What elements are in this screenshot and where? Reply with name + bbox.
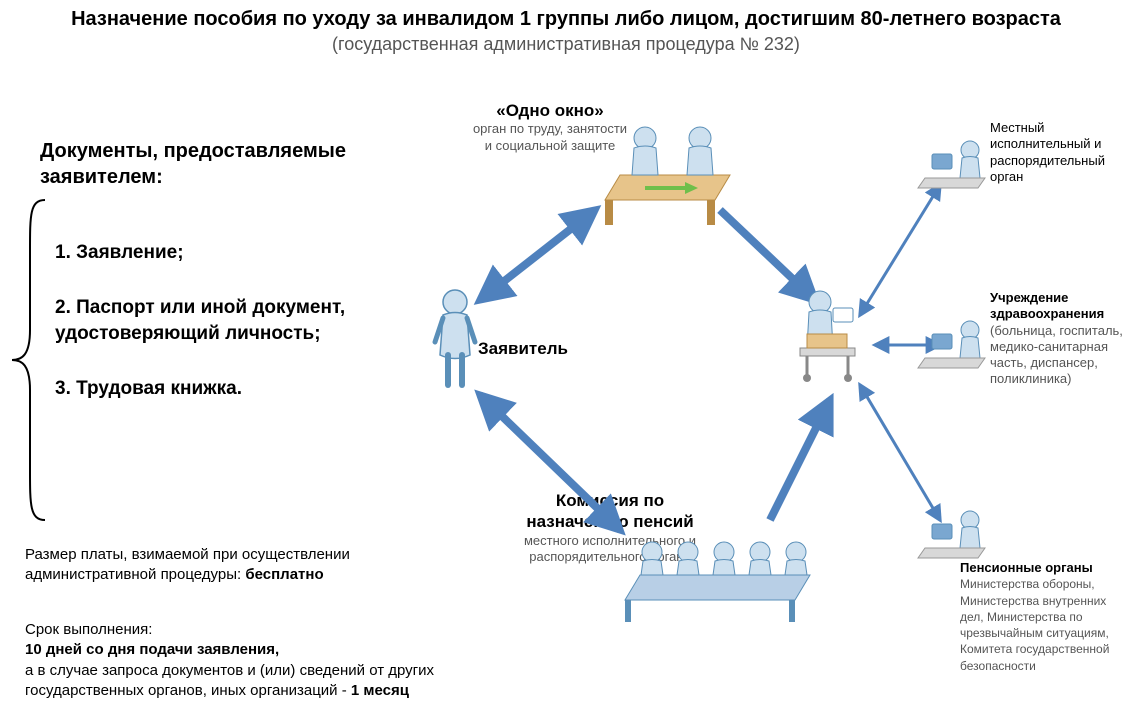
applicant-text: Заявитель [478, 339, 568, 358]
org3-label: Пенсионные органы Министерства обороны, … [960, 560, 1125, 674]
deadline-text: Срок выполнения: 10 дней со дня подачи з… [25, 620, 445, 701]
brace-icon [12, 200, 45, 520]
org3-sub: Министерства обороны, Министерства внутр… [960, 577, 1109, 672]
person-clipboard-icon [800, 291, 855, 382]
page-title: Назначение пособия по уходу за инвалидом… [0, 8, 1132, 31]
org1-label: Местный исполнительный и распорядительны… [990, 120, 1125, 185]
applicant-label: Заявитель [478, 338, 568, 359]
arrow-onewindow-dispatch [720, 210, 815, 300]
diagram-canvas: Назначение пособия по уходу за инвалидом… [0, 0, 1132, 728]
doc-item-1: 1. Заявление; [55, 240, 365, 267]
commission-title: Комиссия по назначению пенсий [510, 490, 710, 533]
one-window-sub: орган по труду, занятости и социальной з… [470, 121, 630, 154]
org2-sub: (больница, госпиталь, медико-санитарная … [990, 323, 1123, 387]
org3-title: Пенсионные органы [960, 560, 1093, 575]
documents-heading: Документы, предоставляемые заявителем: [40, 138, 370, 190]
person-icon [435, 290, 475, 385]
org2-title: Учреждение здравоохранения [990, 290, 1104, 321]
deadline-line1: 10 дней со дня подачи заявления, [25, 641, 279, 658]
org2-label: Учреждение здравоохранения (больница, го… [990, 290, 1125, 388]
commission-sub: местного исполнительного и распорядитель… [510, 533, 710, 566]
commission-label: Комиссия по назначению пенсий местного и… [510, 490, 710, 565]
arrow-applicant-onewindow [480, 210, 595, 300]
arrow-commission-dispatch [770, 400, 830, 520]
doc-item-3: 3. Трудовая книжка. [55, 376, 365, 403]
one-window-title: «Одно окно» [470, 100, 630, 121]
documents-list: 1. Заявление; 2. Паспорт или иной докуме… [55, 240, 365, 430]
deadline-label: Срок выполнения: [25, 621, 152, 638]
fee-value: бесплатно [245, 566, 323, 583]
one-window-label: «Одно окно» орган по труду, занятости и … [470, 100, 630, 154]
arrow-dispatch-org1 [860, 185, 940, 315]
page-subtitle: (государственная административная процед… [0, 34, 1132, 55]
workstation-icon [918, 511, 985, 558]
doc-item-2: 2. Паспорт или иной документ, удостоверя… [55, 295, 365, 348]
arrow-dispatch-org3 [860, 385, 940, 520]
workstation-icon [918, 321, 985, 368]
deadline-line2-value: 1 месяц [351, 682, 409, 699]
fee-text: Размер платы, взимаемой при осуществлени… [25, 545, 405, 586]
workstation-icon [918, 141, 985, 188]
